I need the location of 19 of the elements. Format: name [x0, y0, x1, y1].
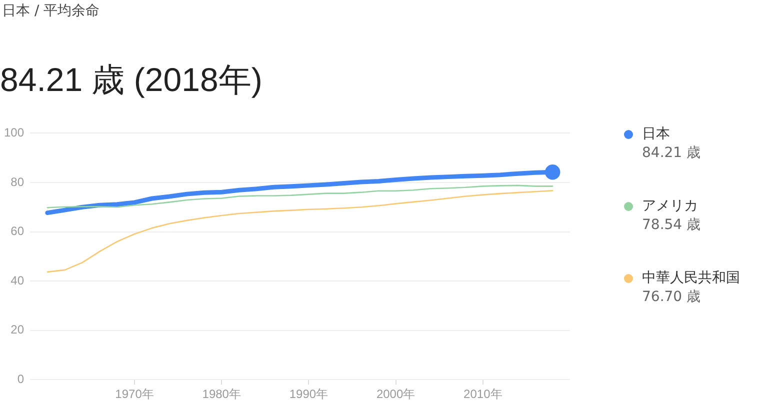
text: 78.54 歳	[642, 216, 702, 235]
x-tick-label: 1980年	[202, 387, 241, 402]
x-tick-label: 2000年	[376, 387, 416, 402]
chart-subtitle: 84.21 歳 (2018年)	[0, 60, 262, 100]
y-tick-label: 40	[10, 273, 24, 288]
x-tick-label: 1990年	[289, 387, 328, 402]
chart-title: 日本 / 平均余命	[2, 2, 100, 20]
y-tick-label: 0	[17, 372, 24, 386]
y-tick-label: 100	[4, 126, 24, 140]
y-tick-label: 60	[10, 224, 24, 238]
x-tick-label: 1970年	[115, 387, 154, 402]
legend-label: 日本	[642, 125, 671, 144]
text: 84.21 歳	[642, 144, 702, 163]
text: 76.70 歳	[642, 288, 702, 307]
x-tick-label: 2010年	[464, 387, 502, 402]
legend-label: 中華人民共和国	[642, 269, 740, 288]
y-tick-label: 20	[10, 322, 24, 337]
legend-label: アメリカ	[642, 197, 699, 216]
y-tick-label: 80	[10, 174, 24, 189]
